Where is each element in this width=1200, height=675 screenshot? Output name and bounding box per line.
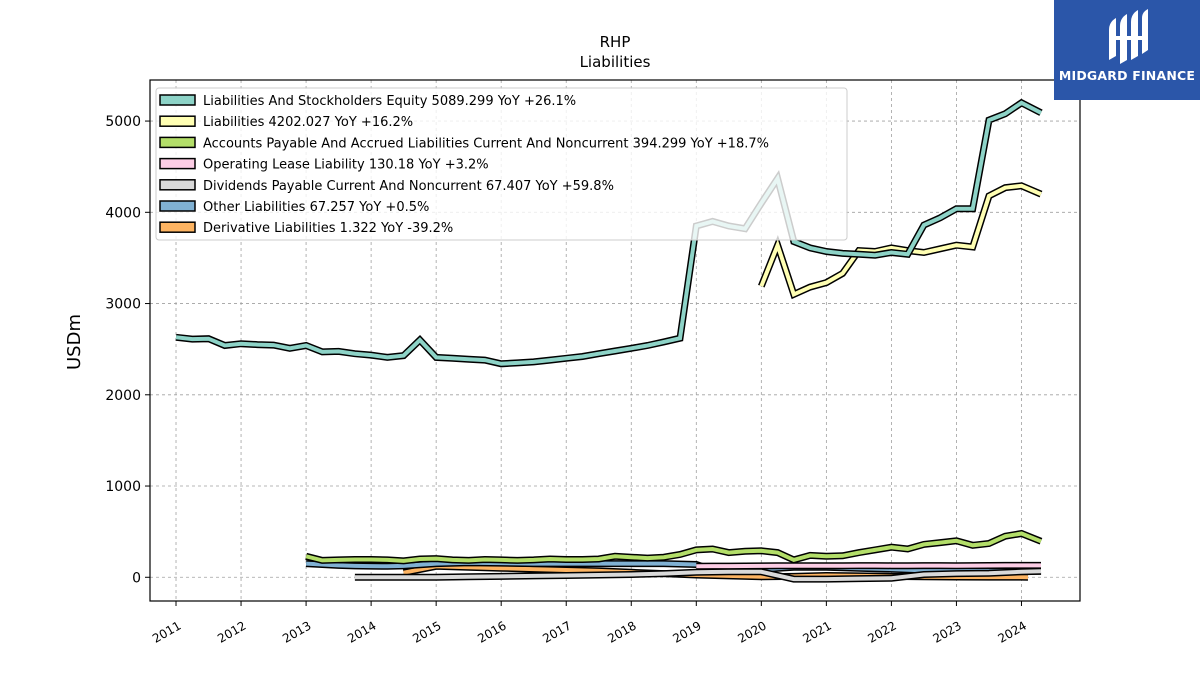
y-tick-label: 3000 bbox=[105, 297, 141, 313]
x-tick-label: 2015 bbox=[410, 618, 443, 645]
series-line bbox=[354, 569, 1042, 582]
y-axis-label: USDm bbox=[64, 314, 85, 370]
x-tick-label: 2019 bbox=[670, 618, 703, 645]
legend-swatch bbox=[159, 115, 196, 127]
y-tick-label: 4000 bbox=[105, 205, 141, 221]
plot-frame bbox=[149, 79, 1081, 602]
x-tick-label: 2012 bbox=[215, 618, 248, 645]
y-tick-label: 2000 bbox=[105, 388, 141, 404]
chart-subtitle: Liabilities bbox=[580, 53, 651, 71]
brand-logo: MIDGARD FINANCE bbox=[1054, 0, 1200, 100]
series-lines bbox=[175, 98, 1043, 583]
x-tick-label: 2022 bbox=[865, 618, 898, 645]
legend-label: Other Liabilities 67.257 YoY +0.5% bbox=[203, 200, 429, 215]
x-tick-label: 2017 bbox=[540, 618, 573, 645]
series-line bbox=[759, 183, 1042, 298]
y-tick-label: 5000 bbox=[105, 114, 141, 130]
series-2 bbox=[758, 182, 1043, 300]
series-5 bbox=[354, 567, 1042, 583]
legend-label: Operating Lease Liability 130.18 YoY +3.… bbox=[203, 158, 489, 173]
y-tick-label: 1000 bbox=[105, 479, 141, 495]
brand-name: MIDGARD FINANCE bbox=[1058, 68, 1196, 83]
legend-label: Accounts Payable And Accrued Liabilities… bbox=[203, 136, 769, 151]
x-tick-label: 2016 bbox=[475, 618, 508, 645]
series-1 bbox=[175, 98, 1043, 368]
x-tick-label: 2018 bbox=[605, 618, 638, 645]
legend-swatch bbox=[159, 200, 196, 212]
series-line bbox=[696, 563, 1041, 569]
x-tick-label: 2011 bbox=[150, 618, 183, 645]
x-tick-label: 2023 bbox=[930, 618, 963, 645]
x-tick-label: 2013 bbox=[280, 618, 313, 645]
legend-swatch bbox=[159, 221, 196, 233]
series-4 bbox=[696, 561, 1041, 570]
y-tick-label: 0 bbox=[132, 570, 141, 586]
legend-label: Dividends Payable Current And Noncurrent… bbox=[203, 179, 614, 194]
series-line bbox=[175, 100, 1042, 366]
y-axis: 0 1000 2000 3000 4000 5000 bbox=[105, 114, 150, 586]
legend-frame bbox=[155, 87, 848, 241]
x-tick-label: 2020 bbox=[735, 618, 768, 645]
chart-title: RHP bbox=[600, 33, 631, 51]
x-tick-label: 2024 bbox=[996, 618, 1029, 645]
x-tick-label: 2021 bbox=[800, 618, 833, 645]
legend-swatch bbox=[159, 179, 196, 191]
legend-swatch bbox=[159, 157, 196, 170]
x-axis: 2011 2012 2013 2014 2015 2016 2017 2018 2019 2020… bbox=[150, 601, 1029, 646]
legend-label: Liabilities And Stockholders Equity 5089… bbox=[203, 94, 576, 109]
series-3 bbox=[305, 529, 1043, 565]
legend-label: Derivative Liabilities 1.322 YoY -39.2% bbox=[203, 221, 453, 236]
legend-swatch bbox=[159, 136, 196, 149]
midgard-logo-icon bbox=[1109, 9, 1148, 64]
legend-swatch bbox=[159, 94, 196, 106]
legend-label: Liabilities 4202.027 YoY +16.2% bbox=[203, 115, 413, 130]
x-tick-label: 2014 bbox=[345, 618, 378, 645]
series-line bbox=[305, 531, 1042, 563]
legend: Liabilities And Stockholders Equity 5089… bbox=[155, 87, 848, 241]
